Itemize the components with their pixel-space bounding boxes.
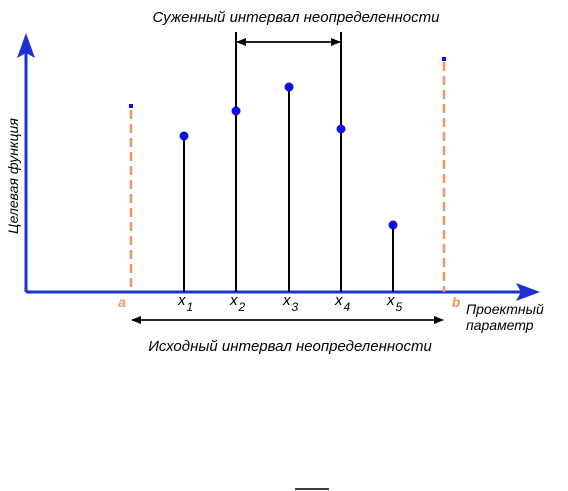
point-x2 [231, 106, 241, 116]
label-x4: x4 [334, 292, 351, 314]
label-x1: x1 [177, 292, 193, 314]
point-x3 [284, 82, 294, 92]
right-bound-marker [442, 57, 446, 61]
right-bound-label: b [452, 294, 461, 310]
x-axis-label-line2: параметр [466, 317, 534, 333]
top-caption: Суженный интервал неопределенности [153, 9, 441, 26]
point-x1 [179, 131, 189, 141]
x-axis-arrowhead [516, 283, 540, 301]
point-x5 [388, 220, 398, 230]
left-bound-marker [129, 104, 133, 108]
x-axis-label-line1: Проектный [466, 301, 544, 317]
y-axis-label: Целевая функция [5, 118, 21, 234]
label-x2: x2 [229, 292, 246, 314]
label-x3: x3 [282, 292, 299, 314]
y-axis-arrowhead [17, 33, 35, 58]
bottom-caption: Исходный интервал неопределенности [148, 338, 432, 355]
label-x5: x5 [386, 292, 403, 314]
point-x4 [336, 124, 346, 134]
left-bound-label: a [118, 294, 126, 310]
